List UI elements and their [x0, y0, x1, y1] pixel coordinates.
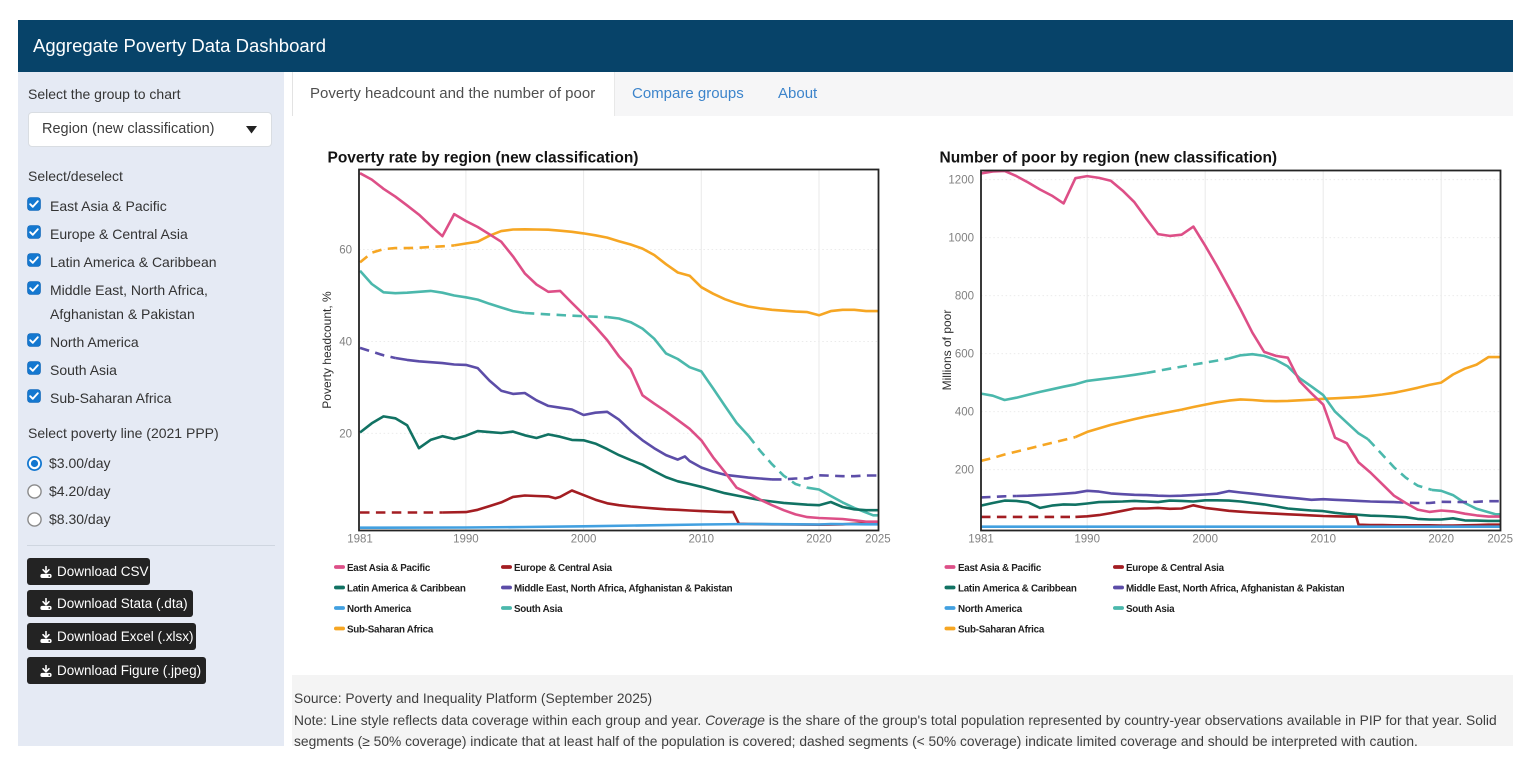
svg-text:1200: 1200: [948, 175, 974, 187]
svg-text:North America: North America: [958, 604, 1023, 615]
svg-text:20: 20: [339, 428, 352, 440]
svg-text:2010: 2010: [1310, 534, 1336, 546]
svg-text:1981: 1981: [968, 534, 994, 546]
svg-text:Middle East, North Africa, Afg: Middle East, North Africa, Afghanistan &…: [1126, 583, 1345, 594]
svg-text:40: 40: [339, 337, 352, 349]
svg-text:Latin America & Caribbean: Latin America & Caribbean: [958, 583, 1077, 594]
svg-text:2025: 2025: [865, 534, 891, 546]
svg-text:Europe & Central Asia: Europe & Central Asia: [1126, 563, 1225, 574]
svg-text:60: 60: [339, 245, 352, 257]
svg-text:East Asia & Pacific: East Asia & Pacific: [958, 563, 1042, 574]
svg-text:North America: North America: [347, 604, 412, 615]
svg-text:600: 600: [955, 349, 974, 361]
svg-text:200: 200: [955, 465, 974, 477]
svg-text:2025: 2025: [1487, 534, 1513, 546]
svg-text:Poverty rate by region (new cl: Poverty rate by region (new classificati…: [328, 150, 639, 167]
svg-text:1990: 1990: [453, 534, 479, 546]
svg-text:Number of poor by region (new: Number of poor by region (new classifica…: [940, 150, 1278, 167]
svg-text:Sub-Saharan Africa: Sub-Saharan Africa: [958, 624, 1045, 635]
svg-text:1990: 1990: [1074, 534, 1100, 546]
svg-text:2000: 2000: [571, 534, 597, 546]
svg-text:East Asia & Pacific: East Asia & Pacific: [347, 563, 431, 574]
svg-text:Latin America & Caribbean: Latin America & Caribbean: [347, 583, 466, 594]
svg-text:1000: 1000: [948, 233, 974, 245]
svg-text:400: 400: [955, 407, 974, 419]
svg-text:Europe & Central Asia: Europe & Central Asia: [514, 563, 613, 574]
svg-text:Sub-Saharan Africa: Sub-Saharan Africa: [347, 624, 434, 635]
svg-text:Middle East, North Africa, Afg: Middle East, North Africa, Afghanistan &…: [514, 583, 733, 594]
svg-text:800: 800: [955, 291, 974, 303]
svg-text:1981: 1981: [347, 534, 373, 546]
svg-text:Poverty headcount, %: Poverty headcount, %: [320, 291, 334, 409]
svg-text:Millions of poor: Millions of poor: [940, 310, 954, 391]
svg-text:South Asia: South Asia: [1126, 604, 1175, 615]
svg-text:2020: 2020: [1428, 534, 1454, 546]
svg-text:2020: 2020: [806, 534, 832, 546]
svg-text:2000: 2000: [1192, 534, 1218, 546]
svg-text:2010: 2010: [689, 534, 715, 546]
svg-text:South Asia: South Asia: [514, 604, 563, 615]
